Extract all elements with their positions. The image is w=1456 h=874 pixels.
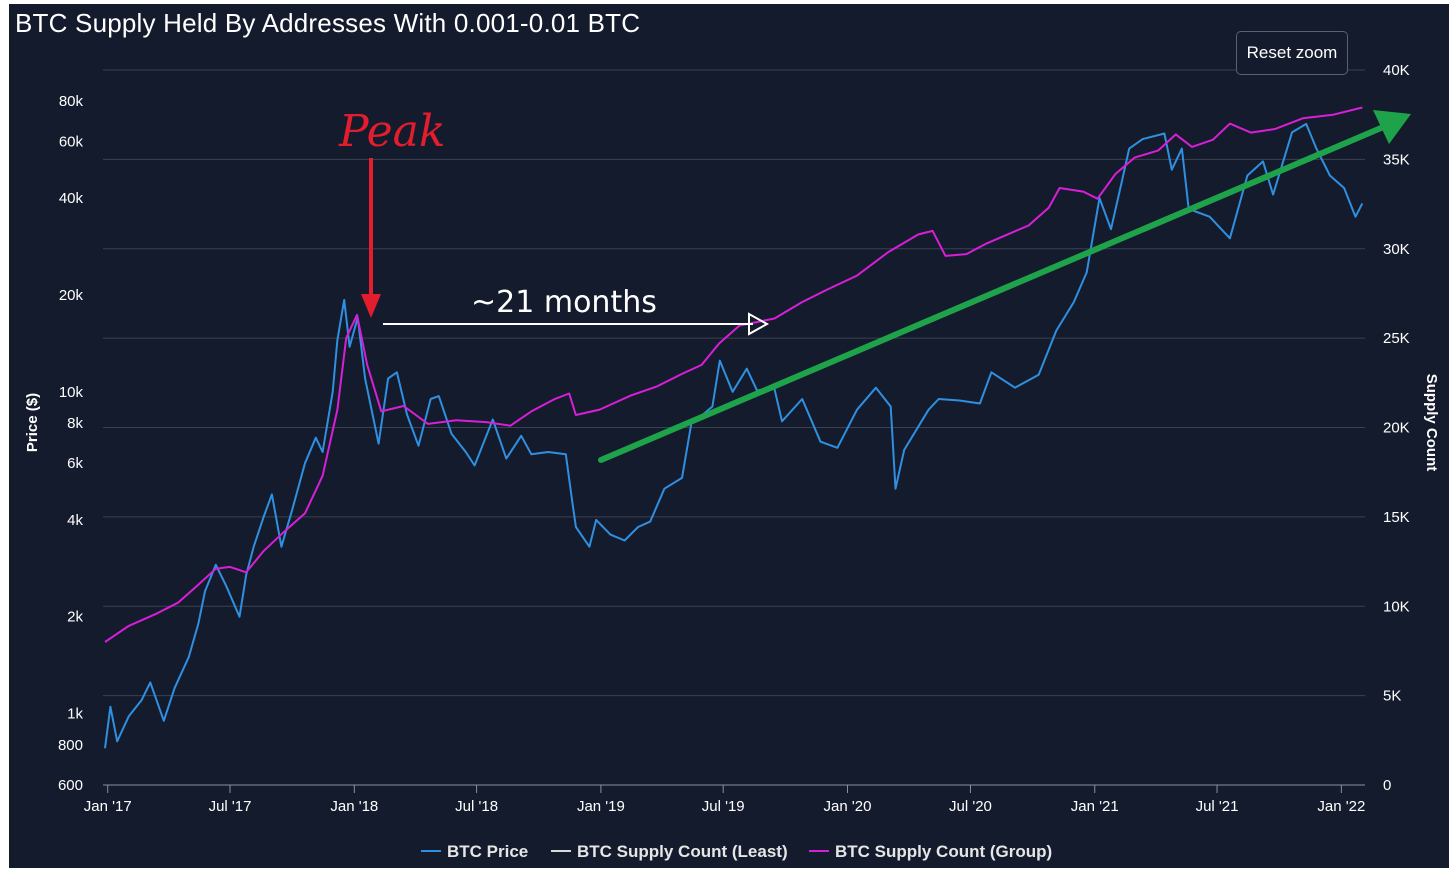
- y-left-tick-label: 600: [58, 777, 83, 794]
- y-right-tick-label: 10K: [1383, 598, 1410, 615]
- x-tick-label: Jan '20: [824, 798, 872, 815]
- x-tick-label: Jan '17: [84, 798, 132, 815]
- y-left-tick-label: 800: [58, 737, 83, 754]
- y-left-tick-label: 8k: [67, 415, 83, 432]
- y-left-tick-label: 60k: [59, 133, 84, 150]
- x-tick-label: Jan '18: [330, 798, 378, 815]
- series-line-btc-price: [104, 122, 1364, 749]
- x-tick-label: Jul '21: [1196, 798, 1239, 815]
- y-right-tick-label: 35K: [1383, 151, 1410, 168]
- legend-label-price: BTC Price: [447, 842, 528, 861]
- y-right-tick-label: 20K: [1383, 420, 1410, 437]
- peak-arrow-head: [361, 294, 381, 318]
- x-tick-label: Jan '22: [1317, 798, 1365, 815]
- y-right-tick-label: 15K: [1383, 509, 1410, 526]
- y-left-tick-label: 1k: [67, 706, 83, 723]
- x-tick-label: Jan '19: [577, 798, 625, 815]
- y-left-tick-label: 20k: [59, 287, 84, 304]
- peak-annotation: Peak: [338, 106, 446, 157]
- months-arrow-head: [748, 312, 770, 336]
- y-right-tick-label: 5K: [1383, 688, 1401, 705]
- x-tick-label: Jul '20: [949, 798, 992, 815]
- y-left-tick-label: 6k: [67, 455, 83, 472]
- y-left-tick-label: 80k: [59, 93, 84, 110]
- series-line-supply-group: [104, 106, 1363, 643]
- y-right-tick-label: 25K: [1383, 330, 1410, 347]
- y-left-tick-label: 10k: [59, 384, 84, 401]
- y-left-tick-label: 2k: [67, 609, 83, 626]
- series-group: [104, 106, 1364, 749]
- chart-title: BTC Supply Held By Addresses With 0.001-…: [15, 8, 641, 38]
- y-right-tick-label: 0: [1383, 777, 1391, 794]
- legend[interactable]: BTC Price BTC Supply Count (Least) BTC S…: [421, 842, 1052, 861]
- legend-item-price[interactable]: BTC Price: [421, 842, 528, 861]
- chart-frame: BTC Supply Held By Addresses With 0.001-…: [9, 4, 1449, 868]
- annotations: Peak ~21 months: [338, 106, 1411, 463]
- legend-label-group: BTC Supply Count (Group): [835, 842, 1052, 861]
- right-axis-ticks: 0 5K 10K 15K 20K 25K 30K 35K 40K: [1383, 62, 1410, 794]
- y-right-tick-label: 40K: [1383, 62, 1410, 79]
- legend-item-group[interactable]: BTC Supply Count (Group): [809, 842, 1052, 861]
- months-annotation: ~21 months: [471, 285, 657, 320]
- legend-label-least: BTC Supply Count (Least): [577, 842, 788, 861]
- left-axis-ticks: 600 800 1k 2k 4k 6k 8k 10k 20k 40k 60k 80k: [58, 93, 84, 794]
- y-right-tick-label: 30K: [1383, 241, 1410, 258]
- y-left-tick-label: 4k: [67, 512, 83, 529]
- chart-svg: 600 800 1k 2k 4k 6k 8k 10k 20k 40k 60k 80k 0 5K 10K 15…: [24, 62, 1440, 861]
- y-left-tick-label: 40k: [59, 190, 84, 207]
- x-tick-label: Jul '19: [702, 798, 745, 815]
- legend-item-least[interactable]: BTC Supply Count (Least): [551, 842, 788, 861]
- x-axis-ticks: Jan '17 Jul '17 Jan '18 Jul '18 Jan '19 Jul '…: [84, 784, 1365, 815]
- y-axis-left-label: Price ($): [24, 393, 41, 452]
- x-tick-label: Jan '21: [1071, 798, 1119, 815]
- y-axis-right-label: Supply Count: [1423, 374, 1440, 472]
- x-tick-label: Jul '18: [455, 798, 498, 815]
- trend-arrow-shaft: [598, 125, 1384, 463]
- x-tick-label: Jul '17: [209, 798, 252, 815]
- trend-arrow-head: [1373, 110, 1411, 144]
- grid-lines: [103, 69, 1365, 786]
- reset-zoom-button[interactable]: Reset zoom: [1236, 31, 1348, 75]
